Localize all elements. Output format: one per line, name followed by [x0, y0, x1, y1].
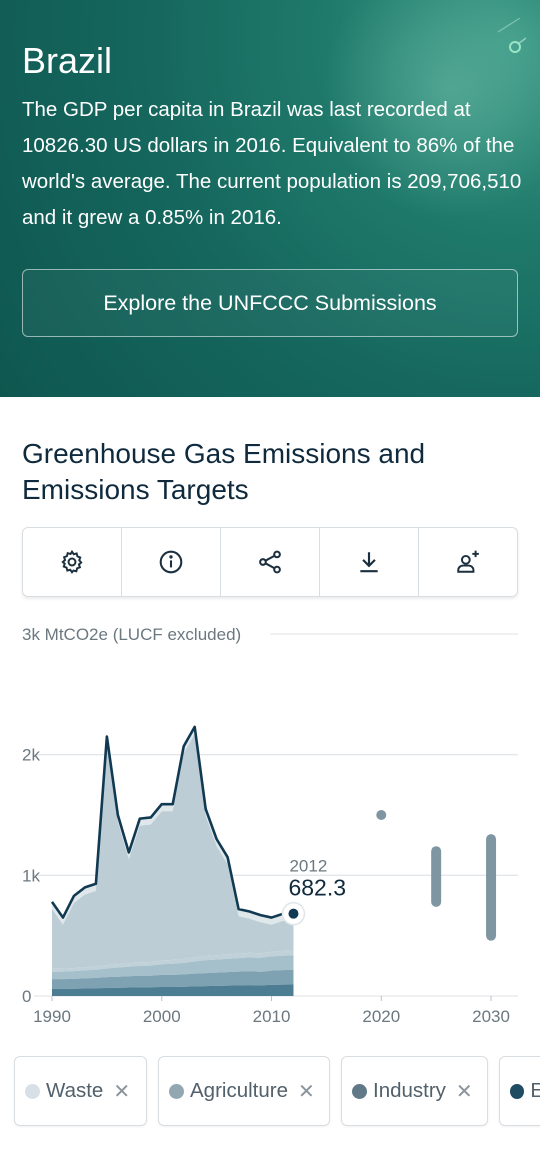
- area-remainder: [52, 726, 294, 969]
- unit-label: 3k MtCO2e (LUCF excluded): [22, 625, 241, 644]
- hero-glow: [320, 0, 540, 220]
- legend-chip-energy[interactable]: E: [499, 1056, 540, 1126]
- x-tick-label: 2020: [362, 1007, 400, 1026]
- legend-dot: [25, 1083, 40, 1099]
- chart-toolbar: [22, 527, 518, 597]
- legend-chip-label: Waste: [46, 1079, 104, 1102]
- unit-label-bg: [18, 623, 270, 647]
- add-user-icon: [457, 550, 479, 573]
- explore-unfccc-button[interactable]: Explore the UNFCCC Submissions: [22, 269, 518, 337]
- x-tick-label: 2000: [143, 1007, 181, 1026]
- decorative-node-icon: [497, 18, 526, 53]
- download-icon: [360, 552, 378, 573]
- gear-icon: [61, 549, 83, 574]
- x-tick-label: 2030: [472, 1007, 510, 1026]
- legend-chip-label: Agriculture: [190, 1079, 288, 1102]
- area-industry: [52, 969, 294, 989]
- legend-chip-industry[interactable]: Industry ✕: [341, 1056, 488, 1126]
- area-energy: [52, 984, 294, 996]
- x-tick-label: 1990: [33, 1007, 71, 1026]
- info-button[interactable]: [122, 528, 221, 596]
- remove-icon[interactable]: ✕: [298, 1080, 315, 1103]
- country-hero: Brazil The GDP per capita in Brazil was …: [0, 0, 540, 397]
- y-tick-label: 1k: [22, 866, 40, 885]
- remove-icon[interactable]: ✕: [455, 1080, 473, 1103]
- legend-chip-label: Industry: [373, 1079, 446, 1102]
- target-2020: [376, 810, 387, 820]
- legend-chip-agriculture[interactable]: Agriculture ✕: [158, 1056, 330, 1126]
- legend-dot: [169, 1083, 184, 1099]
- share-icon: [259, 550, 281, 574]
- total-emissions-line: [50, 725, 294, 919]
- country-name: Brazil: [22, 40, 113, 81]
- add-user-button[interactable]: [419, 528, 517, 596]
- info-icon: [159, 550, 183, 574]
- legend-dot: [510, 1083, 525, 1099]
- country-summary: The GDP per capita in Brazil was last re…: [22, 98, 522, 229]
- area-waste: [52, 950, 294, 972]
- last-point-value: 682.3: [288, 875, 346, 901]
- remove-icon[interactable]: ✕: [113, 1080, 131, 1103]
- area-agriculture: [52, 955, 294, 980]
- legend-chip-label: E: [530, 1079, 540, 1102]
- section-title: Greenhouse Gas Emissions and Emissions T…: [22, 438, 426, 505]
- x-tick-label: 2010: [253, 1007, 291, 1026]
- share-button[interactable]: [221, 528, 320, 596]
- emissions-chart: 0 1k 2k 3k MtCO2e (LUCF excluded) 2012 682.3 1…: [0, 610, 540, 1040]
- last-point-dot: [288, 908, 299, 919]
- legend-dot: [352, 1083, 367, 1099]
- legend-chip-waste[interactable]: Waste ✕: [14, 1056, 147, 1126]
- y-tick-label: 2k: [22, 746, 40, 765]
- download-button[interactable]: [320, 528, 419, 596]
- settings-button[interactable]: [23, 528, 122, 596]
- last-point-year: 2012: [289, 857, 327, 876]
- y-tick-label: 0: [22, 987, 31, 1006]
